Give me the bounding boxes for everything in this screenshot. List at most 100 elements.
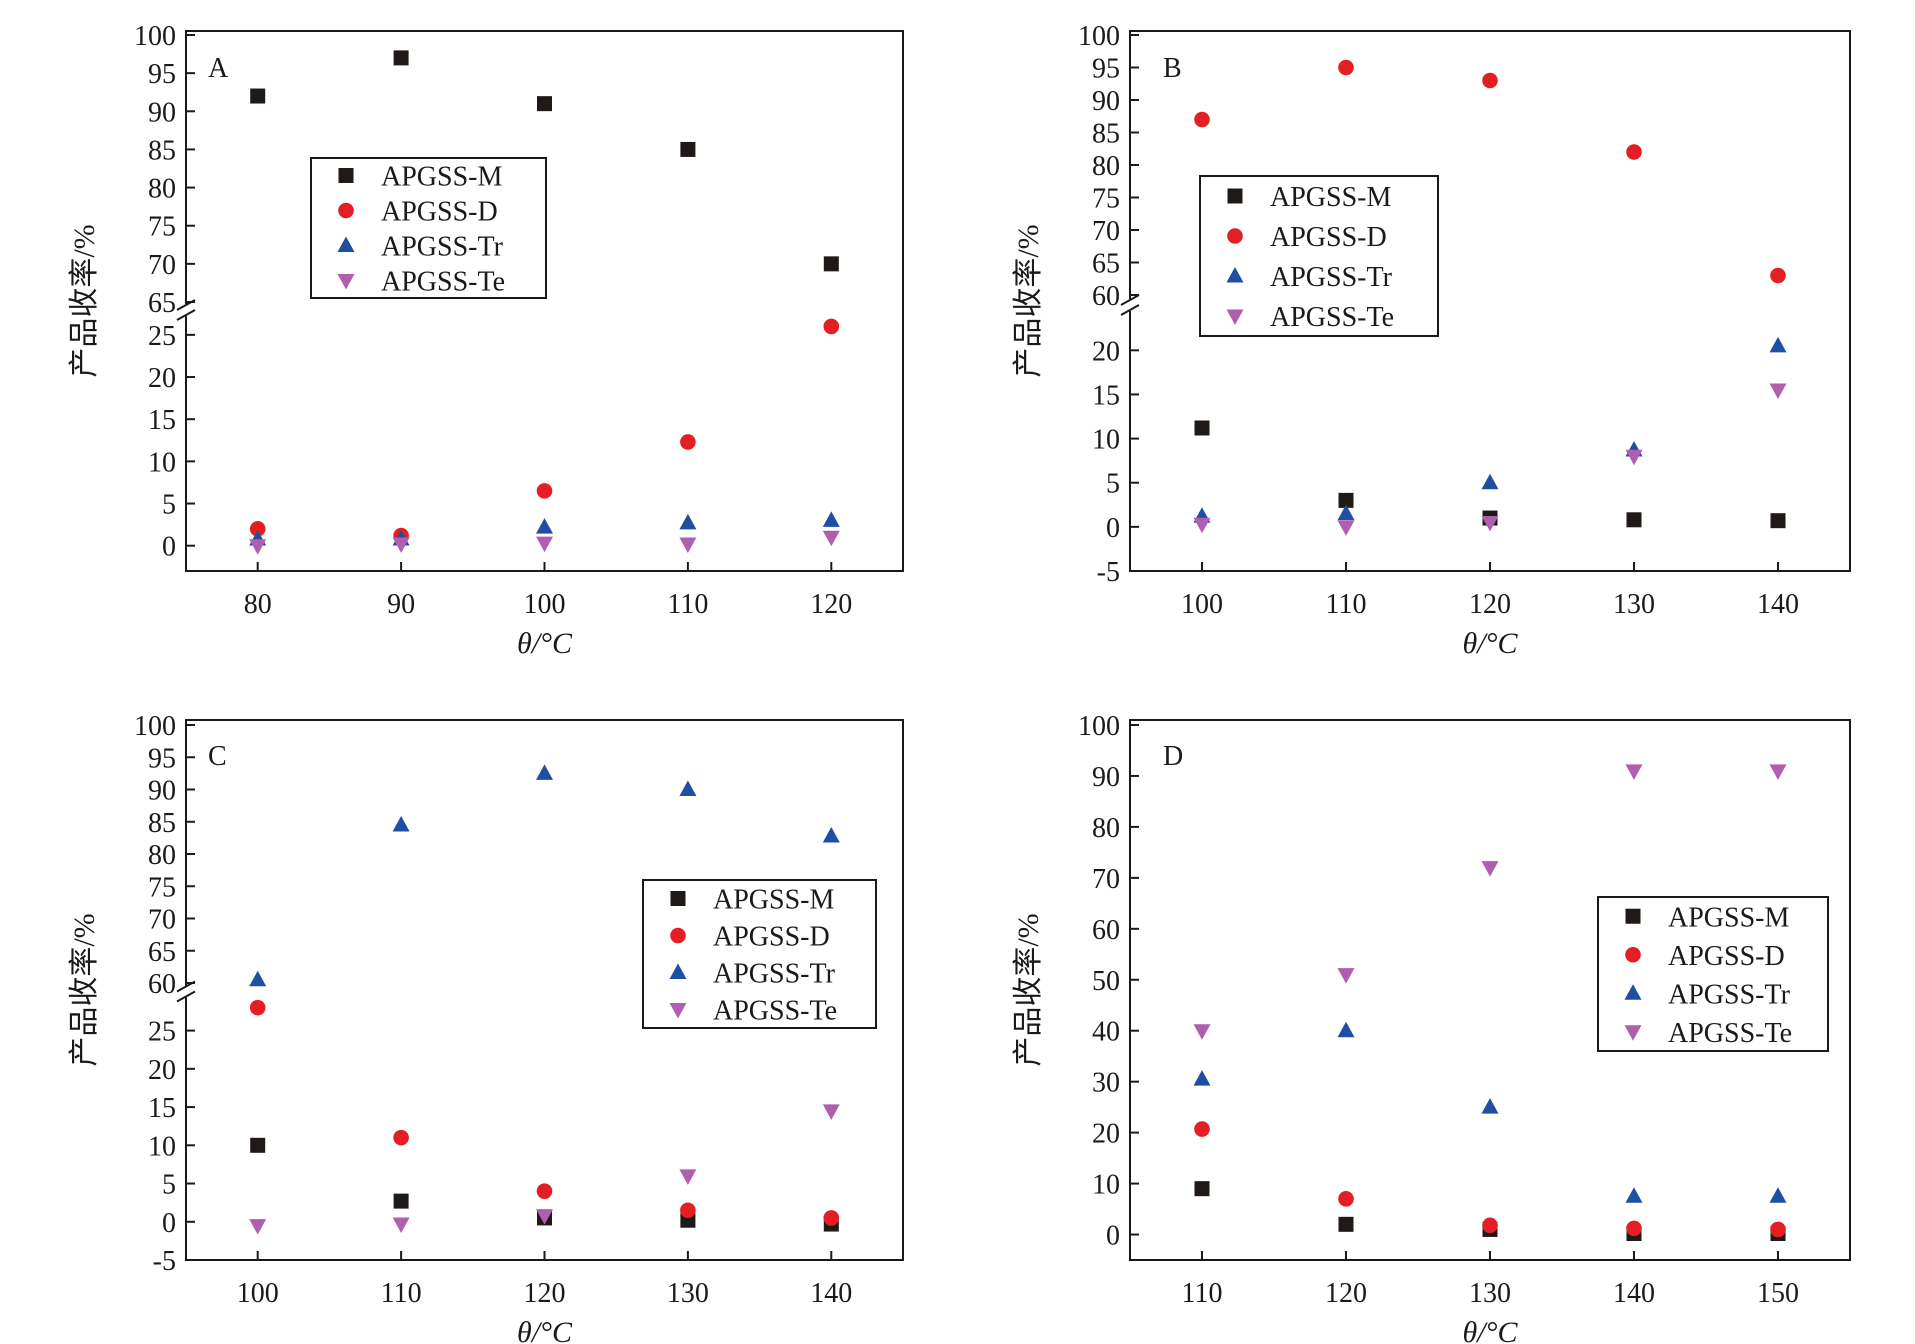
y-tick-label: 65 [148, 937, 176, 968]
y-tick-label: 90 [1092, 762, 1120, 793]
data-point [536, 1209, 553, 1225]
data-point [1193, 517, 1211, 534]
data-point [536, 518, 553, 534]
y-tick-label: 90 [1092, 86, 1120, 117]
y-tick-label: 95 [148, 743, 176, 774]
series-apgss-d [249, 318, 840, 544]
data-point [1338, 1216, 1354, 1232]
legend: APGSS-M APGSS-D APGSS-Tr APGSS-Te [1199, 175, 1439, 337]
data-point [536, 536, 553, 553]
y-tick-label: 90 [148, 97, 176, 128]
legend-entry-label: APGSS-M [1270, 182, 1391, 213]
data-point [393, 1193, 409, 1209]
x-tick-label: 100 [1181, 589, 1223, 620]
legend-entry-label: APGSS-D [1668, 941, 1785, 972]
series-apgss-tr [249, 764, 840, 987]
panel-label: B [1163, 53, 1182, 84]
legend-marker [1226, 267, 1244, 283]
data-point [536, 764, 553, 780]
y-tick-label: 50 [1092, 966, 1120, 997]
x-tick-label: 100 [524, 589, 566, 620]
data-point [1194, 1121, 1210, 1137]
y-tick-label: 80 [1092, 151, 1120, 182]
x-tick-label: 140 [810, 1278, 852, 1309]
data-point [822, 530, 840, 547]
legend-entry-label: APGSS-Te [713, 996, 837, 1027]
legend-entry-label: APGSS-M [1668, 902, 1789, 933]
series-apgss-d [1194, 59, 1786, 284]
y-tick-label: -5 [153, 1246, 176, 1277]
legend-marker [669, 1003, 687, 1019]
y-tick-label: 15 [1092, 380, 1120, 411]
data-point [1338, 1191, 1354, 1207]
x-axis-title: θ/°C [1462, 627, 1518, 660]
data-point [1770, 1221, 1786, 1238]
series-apgss-tr [1193, 1021, 1787, 1203]
series-apgss-te [1193, 764, 1787, 1040]
data-point [249, 539, 267, 555]
data-point [679, 1169, 697, 1185]
y-tick-label: 5 [162, 490, 176, 521]
legend-marker [1625, 908, 1641, 924]
data-point [1193, 1070, 1211, 1086]
x-tick-label: 80 [244, 589, 272, 620]
data-point [250, 1137, 266, 1153]
data-point [680, 1202, 696, 1219]
data-point [393, 1129, 409, 1146]
data-point [1482, 1217, 1498, 1234]
series-apgss-te [249, 1104, 840, 1235]
y-tick-label: 100 [134, 21, 176, 52]
y-tick-label: 15 [148, 405, 176, 436]
data-point [679, 513, 697, 530]
legend-entry-label: APGSS-D [381, 197, 498, 228]
y-tick-label: 85 [148, 808, 176, 839]
data-point [1625, 1187, 1643, 1203]
data-point [1337, 1021, 1355, 1038]
panel-label: A [208, 53, 229, 84]
data-point [1338, 59, 1354, 76]
x-tick-label: 110 [1182, 1278, 1223, 1309]
series-apgss-m [250, 50, 839, 272]
y-tick-label: 10 [148, 1131, 176, 1162]
y-tick-label: 20 [148, 363, 176, 394]
panel-label: D [1163, 741, 1183, 772]
y-tick-label: 10 [1092, 425, 1120, 456]
axis-break-mark [1120, 294, 1140, 306]
data-point [249, 999, 266, 1016]
x-tick-label: 120 [810, 589, 852, 620]
data-point [249, 970, 267, 987]
x-tick-label: 100 [237, 1278, 279, 1309]
axis-break-mark [176, 990, 196, 1003]
legend-marker [1226, 309, 1244, 325]
y-axis-title: 产品收率/% [68, 913, 101, 1066]
y-tick-label: 60 [148, 969, 176, 1000]
y-tick-label: 95 [148, 59, 176, 90]
data-point [1769, 336, 1787, 353]
y-tick-label: 5 [1106, 469, 1120, 500]
axis-break-mark [176, 309, 196, 321]
y-axis-title: 产品收率/% [1012, 224, 1045, 377]
legend-entry-label: APGSS-Tr [381, 232, 504, 263]
data-point [1337, 520, 1355, 536]
data-point [679, 780, 697, 796]
data-point [1194, 420, 1210, 436]
data-point [1770, 513, 1786, 529]
data-point [392, 537, 410, 554]
x-tick-label: 110 [381, 1278, 422, 1309]
data-point [249, 1219, 267, 1235]
series-apgss-te [1193, 383, 1787, 536]
x-axis-title: θ/°C [517, 627, 573, 660]
y-tick-label: 80 [148, 840, 176, 871]
y-tick-label: 85 [1092, 119, 1120, 150]
data-point [1625, 764, 1643, 780]
data-point [1481, 473, 1499, 490]
x-tick-label: 140 [1757, 589, 1799, 620]
y-tick-label: 75 [148, 872, 176, 903]
y-tick-label: 65 [1092, 249, 1120, 280]
y-tick-label: 95 [1092, 54, 1120, 85]
legend-marker [337, 236, 355, 252]
x-tick-label: 130 [667, 1278, 709, 1309]
